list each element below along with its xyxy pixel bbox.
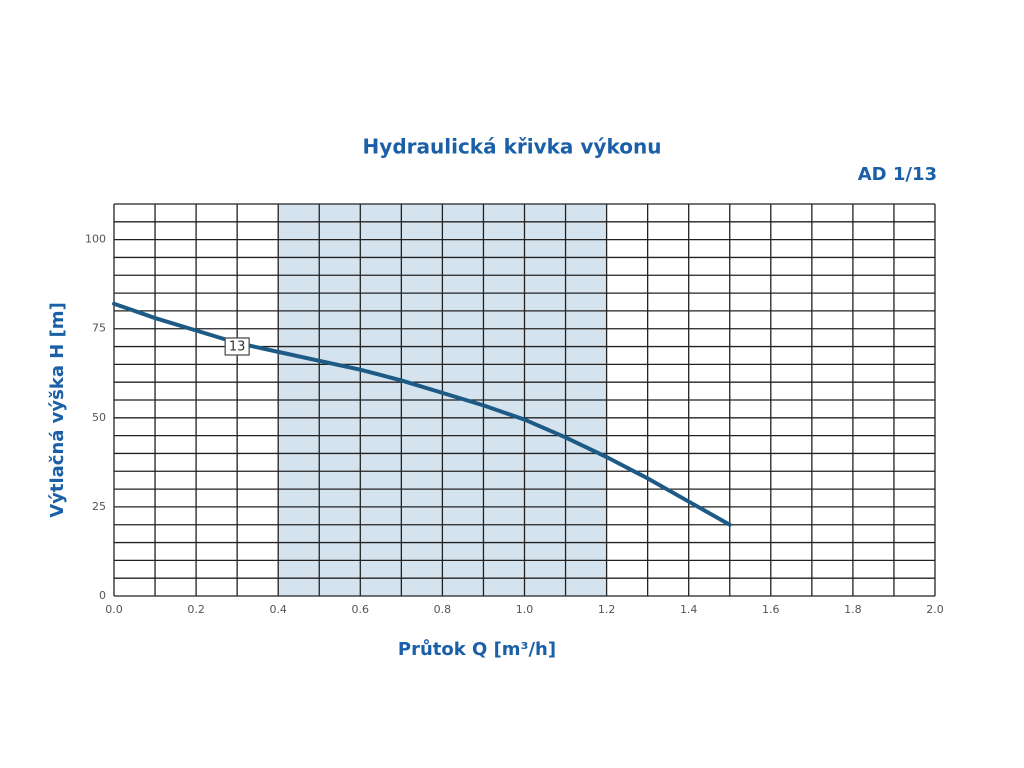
y-tick-label: 25 [92, 500, 106, 513]
x-tick-label: 1.8 [844, 603, 862, 616]
curve [112, 301, 732, 527]
x-tick-label: 2.0 [926, 603, 944, 616]
x-tick-label: 1.4 [680, 603, 698, 616]
x-tick-label: 1.0 [516, 603, 534, 616]
x-tick-label: 1.6 [762, 603, 780, 616]
x-tick-label: 0.6 [352, 603, 370, 616]
series-label-box [224, 337, 250, 356]
x-tick-label: 0.0 [105, 603, 123, 616]
x-tick-label: 0.4 [269, 603, 287, 616]
y-tick-label: 75 [92, 322, 106, 335]
x-tick-label: 0.8 [434, 603, 452, 616]
chart-subtitle: AD 1/13 [858, 164, 937, 185]
series-label: 13 [229, 339, 246, 354]
y-tick-label: 100 [85, 233, 106, 246]
y-axis-label: Výtlačná výška H [m] [47, 302, 68, 518]
x-tick-label: 0.2 [187, 603, 205, 616]
x-tick-label: 1.2 [598, 603, 616, 616]
y-tick-label: 0 [99, 589, 106, 602]
chart-title: Hydraulická křivka výkonu [363, 135, 662, 159]
y-tick-label: 50 [92, 411, 106, 424]
x-axis-label: Průtok Q [m³/h] [398, 638, 556, 660]
